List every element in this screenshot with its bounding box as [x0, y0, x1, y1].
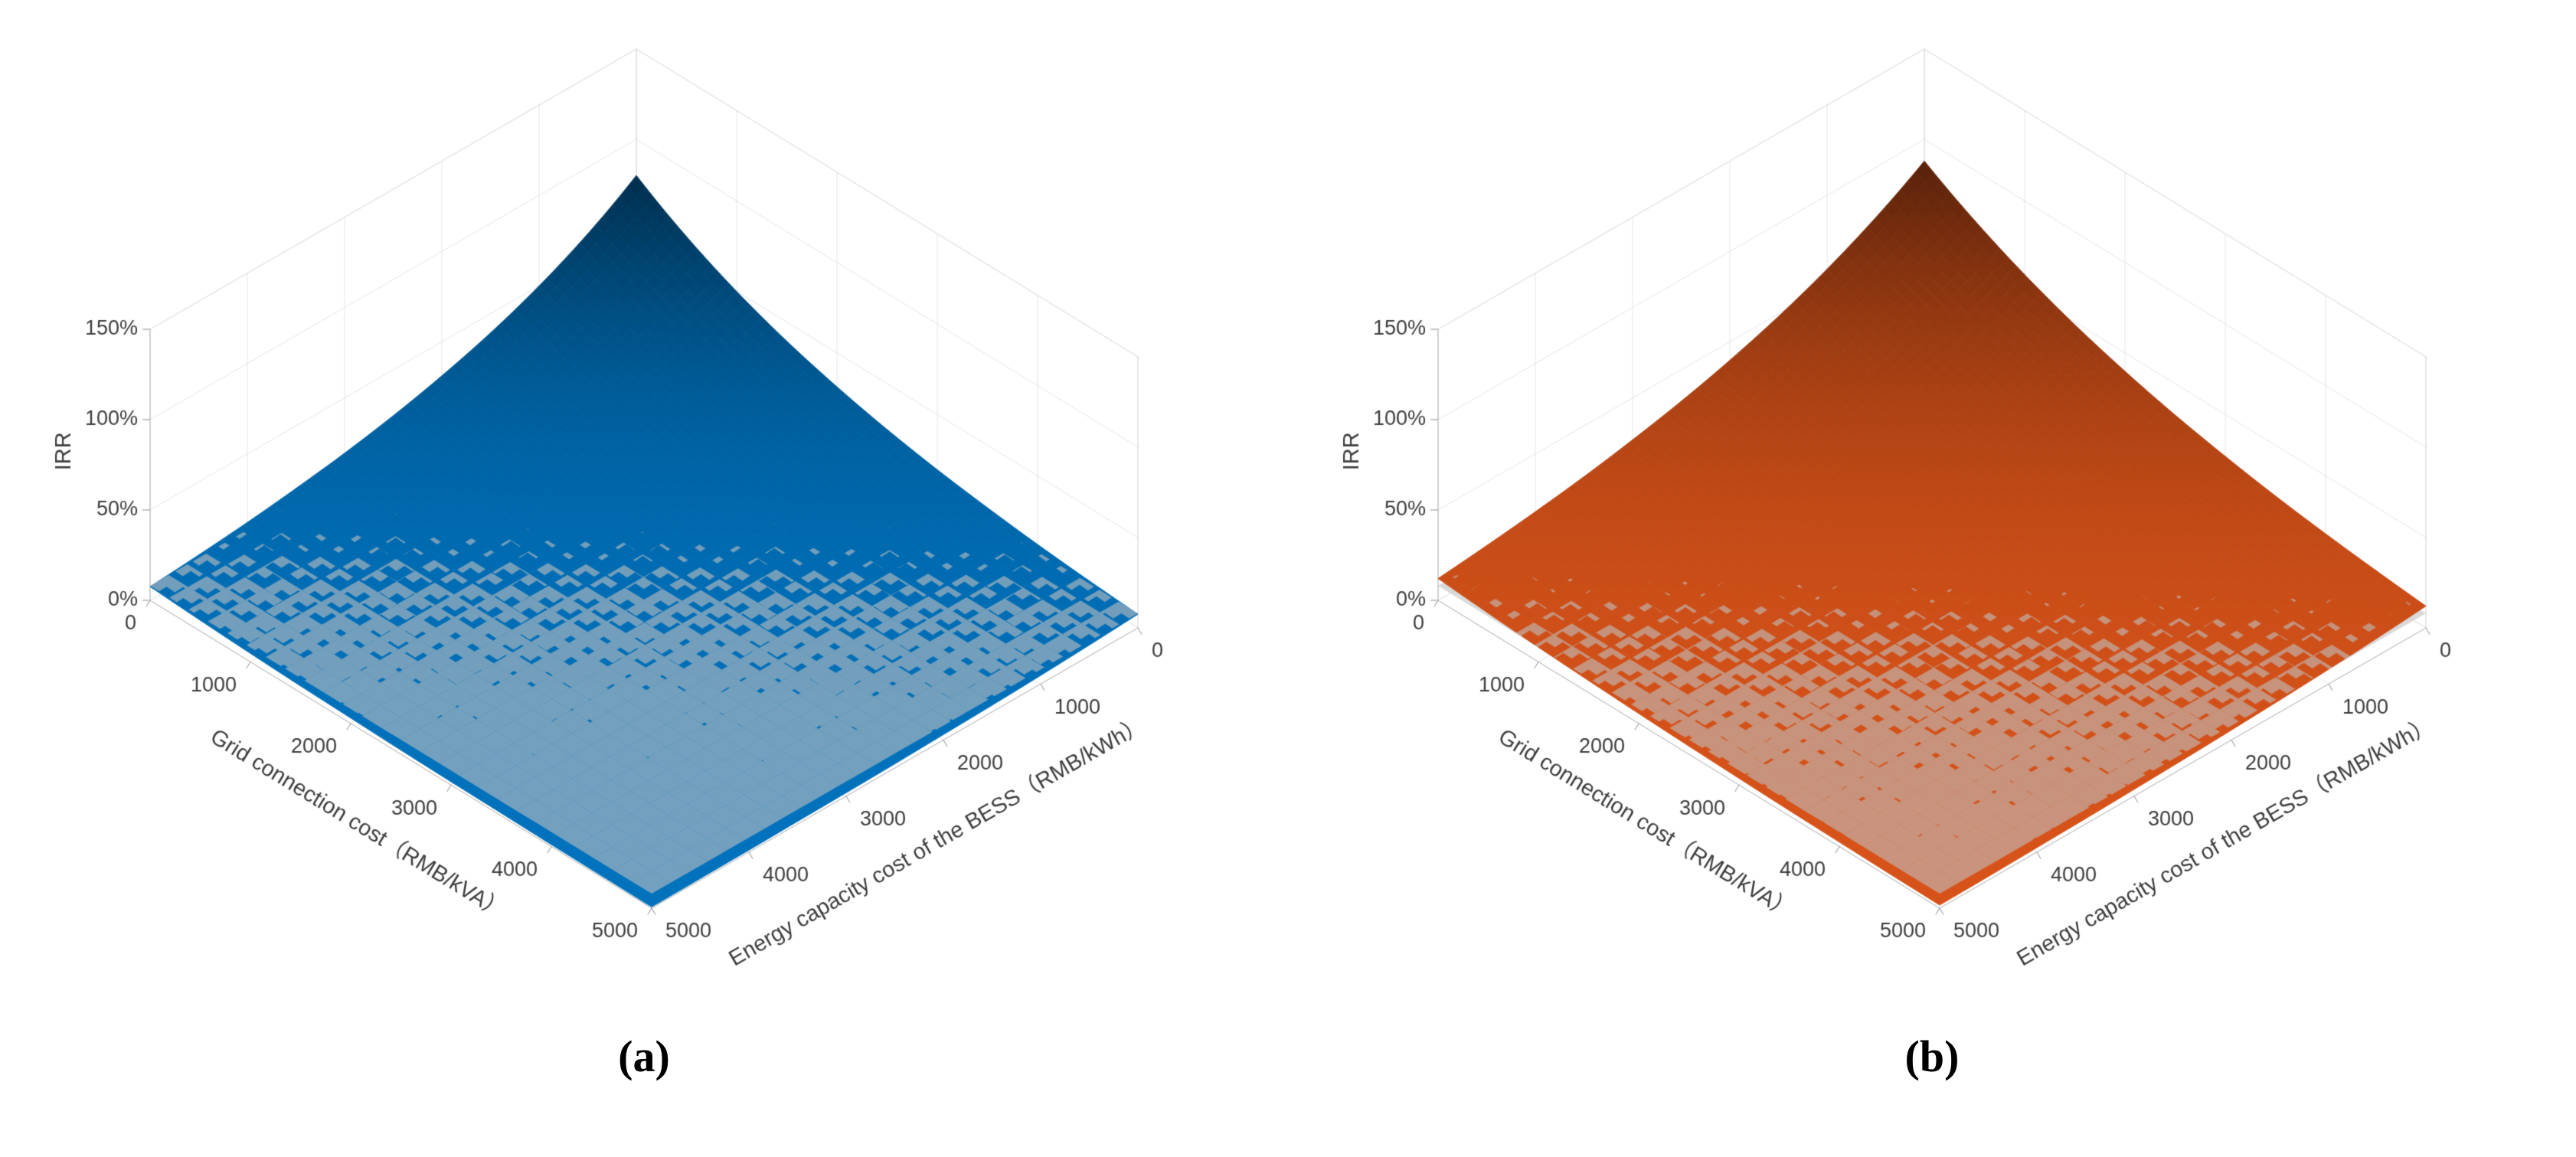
caption-a: (a) [618, 1031, 670, 1081]
surface-plot-b [1335, 28, 2529, 994]
caption-b: (b) [1904, 1031, 1960, 1081]
surface-plot-a [47, 28, 1241, 994]
panel-b: (b) [1288, 0, 2576, 1082]
figure: (a) (b) [0, 0, 2576, 1082]
panel-a: (a) [0, 0, 1288, 1082]
